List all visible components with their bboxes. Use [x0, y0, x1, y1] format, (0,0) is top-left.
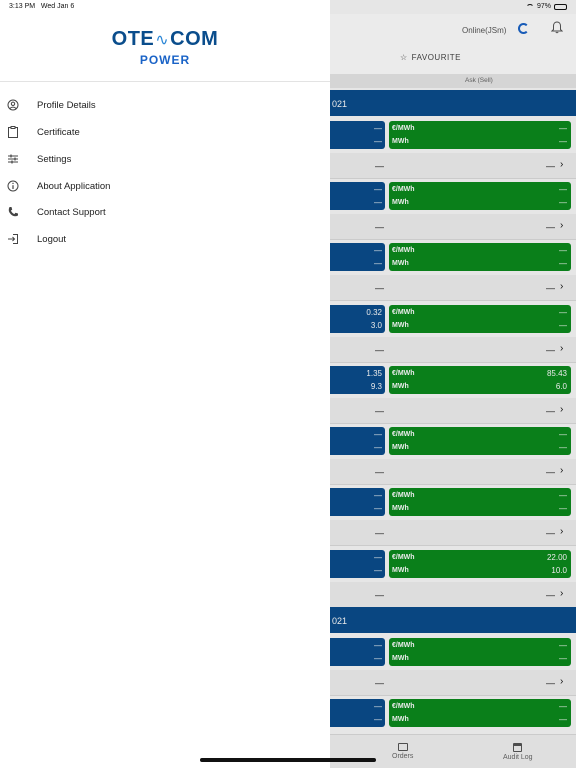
ask-cell[interactable]: €/MWh MWh — — — [389, 488, 571, 516]
favourite-label: FAVOURITE — [411, 53, 461, 62]
nav-orders[interactable]: Orders — [392, 743, 413, 760]
certificate-icon — [8, 126, 18, 138]
calendar-icon — [513, 743, 523, 752]
chevron-right-icon: › — [560, 526, 564, 537]
nav-audit-log[interactable]: Audit Log — [503, 743, 533, 761]
bid-cell[interactable]: — — — [330, 243, 385, 271]
row-detail[interactable]: — — › — [330, 520, 576, 546]
chevron-right-icon: › — [560, 281, 564, 292]
bid-cell[interactable]: 0.32 3.0 — [330, 305, 385, 333]
chevron-right-icon: › — [560, 220, 564, 231]
chevron-right-icon: › — [560, 404, 564, 415]
battery-icon — [554, 3, 567, 10]
drawer-divider — [0, 81, 330, 82]
info-icon — [7, 180, 19, 192]
menu-profile-details[interactable]: Profile Details — [0, 92, 330, 118]
ote-com-logo: OTE ∿ COM POWER — [111, 28, 219, 67]
row-detail[interactable]: — — › — [330, 214, 576, 240]
row-detail[interactable]: — — › — [330, 275, 576, 301]
wifi-icon — [525, 3, 534, 10]
profile-icon — [7, 99, 19, 111]
settings-sliders-icon — [8, 154, 18, 164]
ask-cell[interactable]: €/MWh MWh — — — [389, 121, 571, 149]
bid-cell[interactable]: — — — [330, 182, 385, 210]
date-band: 021 — [330, 90, 576, 116]
pulse-wave-icon: ∿ — [155, 31, 170, 49]
menu-about-application[interactable]: About Application — [0, 173, 330, 199]
chevron-right-icon: › — [560, 676, 564, 687]
ask-cell[interactable]: €/MWh MWh — — — [389, 305, 571, 333]
phone-icon — [8, 207, 18, 217]
bid-cell[interactable]: 1.35 9.3 — [330, 366, 385, 394]
ask-cell[interactable]: €/MWh MWh 22.00 10.0 — [389, 550, 571, 578]
menu-logout[interactable]: Logout — [0, 226, 330, 252]
bid-cell[interactable]: — — — [330, 638, 385, 666]
row-detail[interactable]: — — › — [330, 459, 576, 485]
sync-icon[interactable] — [518, 23, 529, 34]
bell-icon[interactable] — [551, 21, 563, 34]
star-icon: ☆ — [400, 53, 408, 62]
menu-settings[interactable]: Settings — [0, 146, 330, 172]
status-bar: 3:13 PM Wed Jan 6 97% — [0, 0, 576, 14]
bid-cell[interactable]: — — — [330, 550, 385, 578]
column-header: Ask (Sell) — [330, 74, 576, 88]
row-detail[interactable]: — — › — [330, 398, 576, 424]
online-status: Online(JSm) — [462, 26, 507, 35]
chevron-right-icon: › — [560, 159, 564, 170]
menu-certificate[interactable]: Certificate — [0, 119, 330, 145]
row-detail[interactable]: — — › — [330, 337, 576, 363]
favourite-tab[interactable]: ☆ FAVOURITE — [400, 53, 461, 62]
status-time: 3:13 PM Wed Jan 6 — [9, 3, 75, 10]
side-drawer: OTE ∿ COM POWER Profile Details Certific… — [0, 28, 330, 252]
row-detail[interactable]: — — › — [330, 153, 576, 179]
briefcase-icon — [397, 743, 408, 751]
home-indicator[interactable] — [200, 758, 376, 762]
status-right: 97% — [525, 3, 567, 10]
date-band: 021 — [330, 607, 576, 633]
ask-cell[interactable]: €/MWh MWh — — — [389, 638, 571, 666]
bid-cell[interactable]: — — — [330, 427, 385, 455]
bid-cell[interactable]: — — — [330, 699, 385, 727]
chevron-right-icon: › — [560, 588, 564, 599]
chevron-right-icon: › — [560, 343, 564, 354]
ask-cell[interactable]: €/MWh MWh — — — [389, 427, 571, 455]
bid-cell[interactable]: — — — [330, 488, 385, 516]
ask-cell[interactable]: €/MWh MWh — — — [389, 699, 571, 727]
menu-contact-support[interactable]: Contact Support — [0, 199, 330, 225]
ask-cell[interactable]: €/MWh MWh 85.43 6.0 — [389, 366, 571, 394]
bid-cell[interactable]: — — — [330, 121, 385, 149]
logout-icon — [8, 234, 18, 244]
row-detail[interactable]: — — › — [330, 670, 576, 696]
ask-cell[interactable]: €/MWh MWh — — — [389, 243, 571, 271]
battery-percent: 97% — [536, 3, 551, 10]
bottom-nav: Orders Audit Log — [330, 734, 576, 768]
ask-cell[interactable]: €/MWh MWh — — — [389, 182, 571, 210]
chevron-right-icon: › — [560, 465, 564, 476]
